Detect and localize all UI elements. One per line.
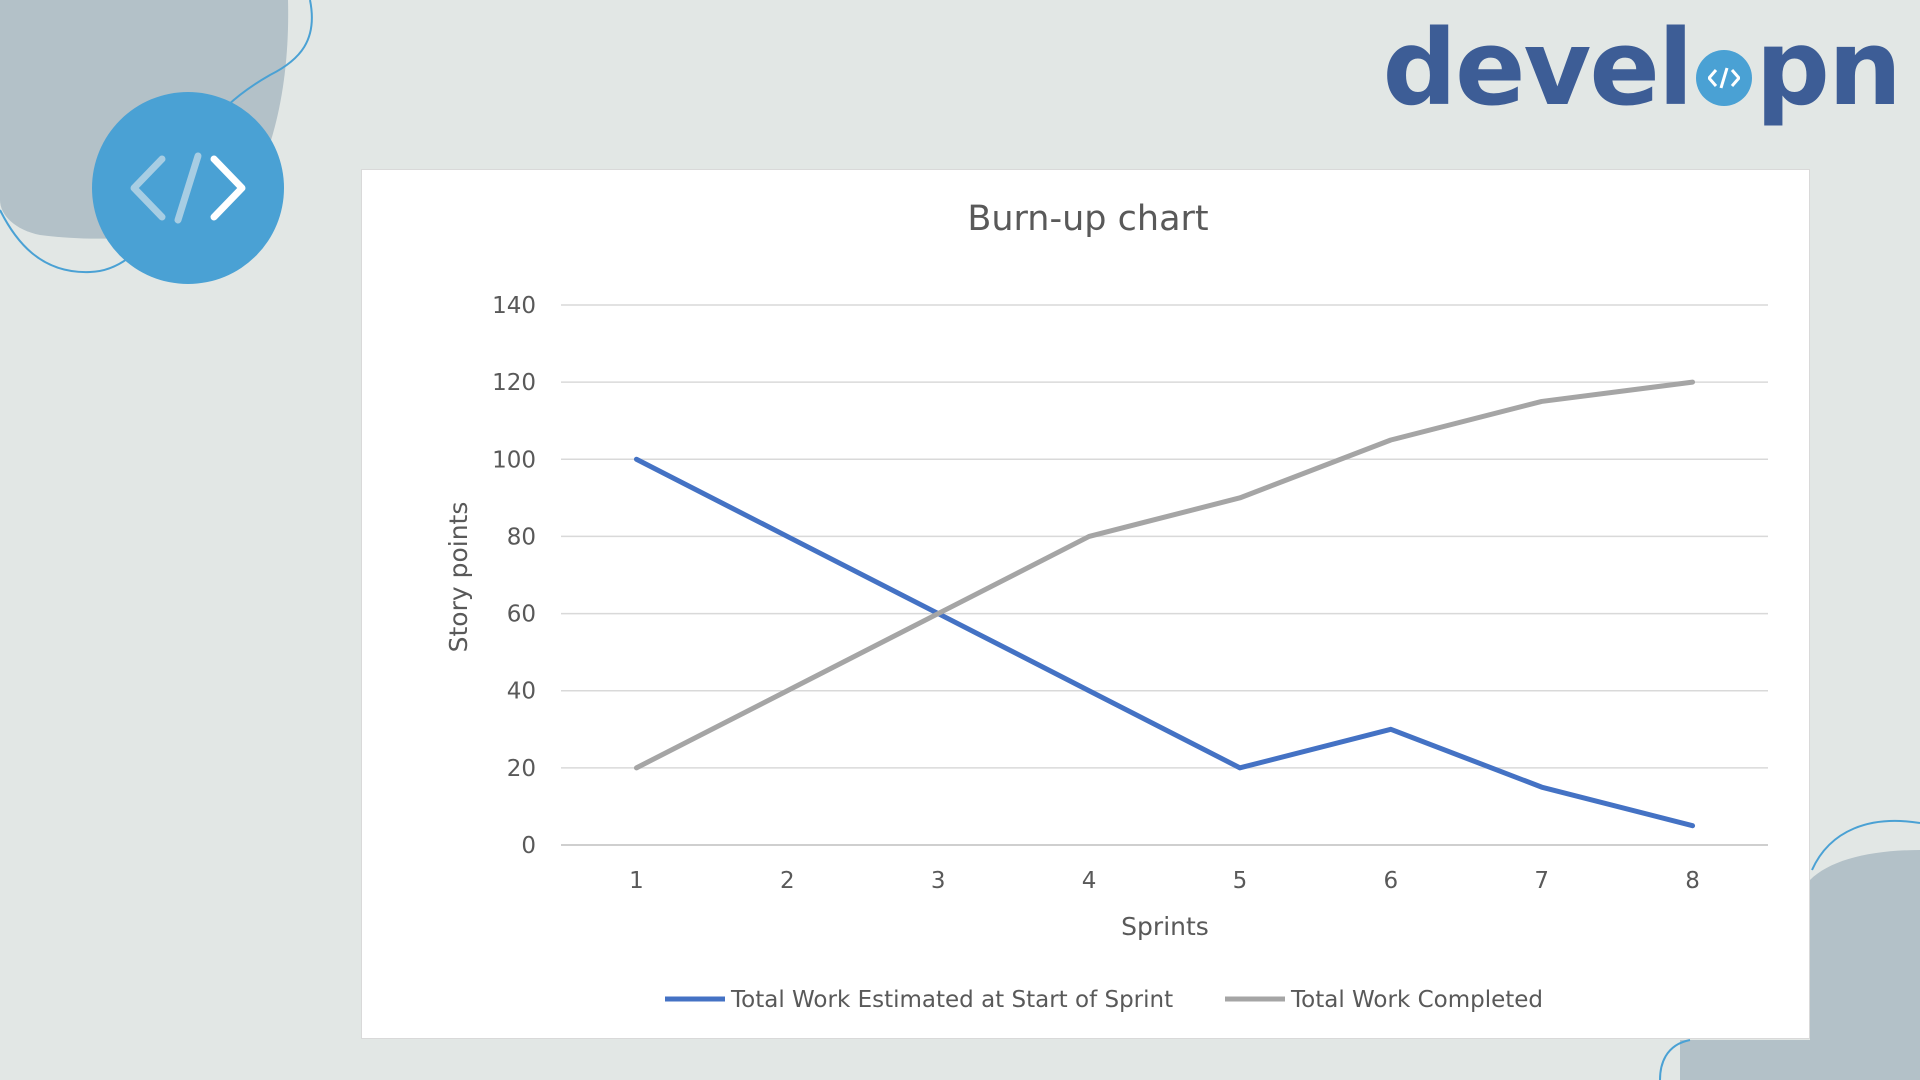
y-tick-label: 120 bbox=[492, 370, 536, 396]
burn-up-chart: Burn-up chart 0 20 40 60 80 100 120 140 1 2 3 4 5 6 7… bbox=[444, 199, 1768, 1013]
y-tick-label: 60 bbox=[507, 602, 536, 628]
code-brackets-icon bbox=[130, 152, 246, 224]
x-tick-label: 7 bbox=[1534, 868, 1549, 894]
chart-title: Burn-up chart bbox=[967, 199, 1208, 239]
y-tick-label: 40 bbox=[507, 679, 536, 705]
logo-o-code-icon bbox=[1695, 50, 1752, 106]
series-line-2 bbox=[633, 379, 1696, 771]
bottom-right-blob bbox=[1680, 850, 1920, 1080]
brand-word-left: devel bbox=[1382, 7, 1694, 129]
y-tick-label: 0 bbox=[521, 833, 536, 859]
x-tick-label: 4 bbox=[1082, 868, 1097, 894]
x-tick-label: 6 bbox=[1383, 868, 1398, 894]
brand-logo: devel pn bbox=[1382, 6, 1902, 131]
series-line-1 bbox=[633, 456, 1696, 829]
chart-card: Burn-up chart 0 20 40 60 80 100 120 140 1 2 3 4 5 6 7… bbox=[361, 169, 1810, 1039]
brand-word-right: pn bbox=[1755, 7, 1902, 129]
legend-label: Total Work Completed bbox=[1290, 987, 1543, 1013]
chart-series-lines bbox=[633, 379, 1696, 829]
y-tick-label: 140 bbox=[492, 293, 536, 319]
x-axis-label: Sprints bbox=[1121, 912, 1209, 941]
x-tick-label: 2 bbox=[780, 868, 795, 894]
x-tick-label: 3 bbox=[931, 868, 946, 894]
legend-label: Total Work Estimated at Start of Sprint bbox=[730, 987, 1173, 1013]
y-tick-label: 80 bbox=[507, 524, 536, 550]
chart-legend: Total Work Estimated at Start of Sprint T… bbox=[665, 987, 1543, 1013]
code-badge bbox=[92, 92, 284, 284]
x-tick-label: 8 bbox=[1685, 868, 1700, 894]
y-axis-label: Story points bbox=[444, 502, 473, 653]
bottom-right-outline bbox=[1811, 819, 1920, 871]
x-tick-label: 5 bbox=[1233, 868, 1248, 894]
x-tick-label: 1 bbox=[629, 868, 644, 894]
y-tick-label: 20 bbox=[507, 756, 536, 782]
bottom-right-outline-2 bbox=[1659, 1039, 1691, 1080]
chart-gridlines bbox=[561, 304, 1768, 846]
y-axis-ticks: 0 20 40 60 80 100 120 140 bbox=[492, 293, 536, 859]
x-axis-ticks: 1 2 3 4 5 6 7 8 bbox=[629, 868, 1700, 894]
y-tick-label: 100 bbox=[492, 447, 536, 473]
